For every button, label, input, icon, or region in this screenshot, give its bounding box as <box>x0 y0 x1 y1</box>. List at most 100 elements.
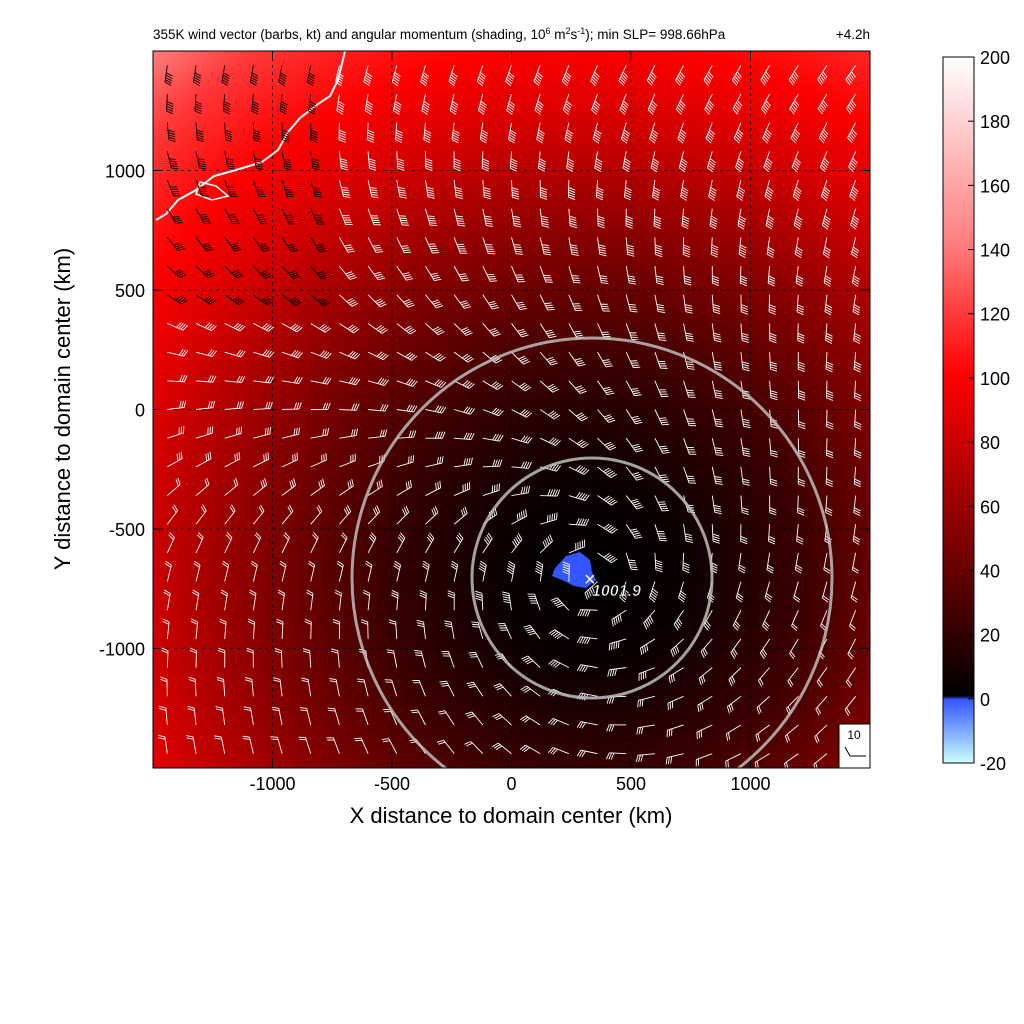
wind-barb <box>425 532 435 554</box>
wind-barb <box>396 237 412 254</box>
wind-barb <box>310 294 330 307</box>
wind-barb <box>425 431 446 439</box>
wind-barb <box>795 266 804 287</box>
wind-barb <box>792 179 802 201</box>
wind-barb <box>396 455 415 468</box>
wind-barb <box>336 93 345 115</box>
wind-barb <box>511 509 527 525</box>
wind-barb <box>310 179 323 198</box>
wind-barb <box>218 647 226 668</box>
wind-barb <box>414 649 426 668</box>
wind-barb <box>670 638 684 658</box>
wind-barb <box>363 589 371 611</box>
wind-barb <box>447 590 455 611</box>
wind-barb <box>732 610 742 631</box>
wind-barb <box>368 429 388 439</box>
wind-barb <box>410 709 426 726</box>
wind-barb <box>540 512 558 525</box>
wind-barb <box>195 426 214 439</box>
wind-barb <box>700 638 713 659</box>
wind-barb <box>339 294 359 307</box>
colorbar-tick-label: 200 <box>980 48 1010 68</box>
wind-barb <box>511 461 532 469</box>
wind-barb <box>592 122 602 144</box>
wind-barb <box>189 647 197 668</box>
wind-barb <box>564 122 574 144</box>
wind-barb <box>367 505 381 525</box>
wind-barb <box>188 676 197 697</box>
wind-barb <box>597 495 618 506</box>
wind-barb <box>475 590 484 611</box>
wind-barb <box>521 655 541 668</box>
wind-barb <box>393 560 402 582</box>
wind-barb <box>246 647 254 668</box>
wind-barb <box>186 735 197 754</box>
wind-barb <box>453 323 473 336</box>
wind-barb <box>482 237 496 255</box>
wind-barb <box>625 294 638 313</box>
wind-barb <box>304 618 312 639</box>
wind-barb <box>423 122 432 144</box>
wind-barb <box>251 93 260 115</box>
wind-barb <box>508 122 517 144</box>
wind-barb <box>765 208 775 230</box>
wind-barb <box>815 696 828 716</box>
wind-barb <box>249 65 259 87</box>
wind-barb <box>797 466 805 487</box>
wind-barb <box>252 122 261 143</box>
wind-barb <box>703 610 713 631</box>
wind-barb <box>797 323 805 344</box>
wind-barb <box>703 65 714 86</box>
wind-barb <box>336 560 344 582</box>
x-tick-label: -1000 <box>249 774 295 794</box>
wind-barb <box>224 265 244 279</box>
wind-barb <box>224 375 246 384</box>
wind-barb <box>675 65 686 86</box>
wind-barb <box>224 237 242 252</box>
wind-barb <box>454 432 475 441</box>
wind-barb <box>730 638 742 659</box>
wind-barb <box>637 695 656 708</box>
wind-barb <box>762 610 771 632</box>
wind-barb <box>654 323 667 341</box>
wind-barb <box>391 65 401 87</box>
wind-barb <box>466 681 484 697</box>
wind-barb <box>491 742 512 755</box>
wind-barb <box>166 532 175 554</box>
wind-barb <box>732 93 743 115</box>
wind-barb <box>539 294 555 311</box>
wind-barb <box>299 707 312 726</box>
wind-barb <box>505 65 515 87</box>
wind-barb <box>367 208 381 226</box>
wind-barb <box>539 437 561 446</box>
wind-barb <box>224 504 236 525</box>
wind-barb <box>790 122 801 144</box>
wind-barb <box>252 151 264 170</box>
wind-barb <box>253 504 265 525</box>
y-tick-label: -500 <box>109 520 145 540</box>
wind-barb <box>618 65 629 87</box>
wind-barb <box>625 523 643 539</box>
wind-barb <box>281 265 301 280</box>
wind-barb <box>711 323 722 343</box>
wind-barb <box>797 495 805 516</box>
wind-barb <box>597 409 616 423</box>
wind-barb <box>339 377 361 386</box>
wind-barb <box>566 151 575 172</box>
wind-barb <box>511 409 533 418</box>
wind-barb <box>439 680 455 697</box>
wind-barb <box>477 93 487 115</box>
wind-barb <box>166 93 174 115</box>
wind-barb <box>769 438 778 458</box>
wind-barb <box>511 294 527 310</box>
wind-barb <box>548 718 570 726</box>
wind-barb <box>221 65 230 87</box>
wind-barb <box>797 380 806 401</box>
wind-barb <box>652 179 661 201</box>
wind-barb <box>854 409 862 430</box>
wind-barb <box>482 483 500 496</box>
wind-barb <box>166 122 176 142</box>
x-axis-label: X distance to domain center (km) <box>350 803 673 828</box>
wind-barb <box>784 724 799 743</box>
wind-barb <box>788 65 799 86</box>
